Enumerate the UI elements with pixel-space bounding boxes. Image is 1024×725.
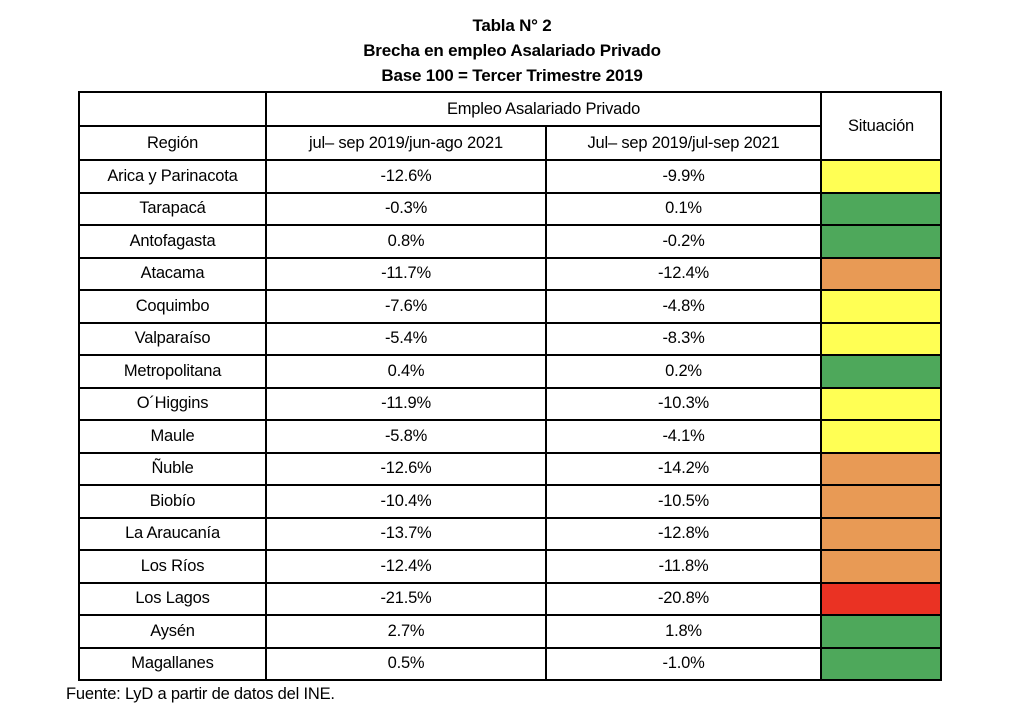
header-period-2: Jul– sep 2019/jul-sep 2021 xyxy=(545,125,822,161)
value-cell-1: -10.4% xyxy=(265,484,547,519)
value-cell-1: -11.9% xyxy=(265,386,547,421)
value-cell-1: -5.4% xyxy=(265,321,547,356)
table-row: Magallanes 0.5% -1.0% xyxy=(78,646,942,681)
situacion-cell-orange xyxy=(820,516,942,551)
value-cell-1: -0.3% xyxy=(265,191,547,226)
table-row: Aysén 2.7% 1.8% xyxy=(78,614,942,649)
situacion-cell-yellow xyxy=(820,419,942,454)
table-title-block: Tabla N° 2 Brecha en empleo Asalariado P… xyxy=(0,0,1024,88)
table-row: Biobío -10.4% -10.5% xyxy=(78,484,942,519)
value-cell-2: 0.2% xyxy=(545,354,822,389)
value-cell-1: 0.4% xyxy=(265,354,547,389)
table-row: Metropolitana 0.4% 0.2% xyxy=(78,354,942,389)
situacion-cell-red xyxy=(820,581,942,616)
region-cell: Valparaíso xyxy=(78,321,267,356)
situacion-cell-yellow xyxy=(820,386,942,421)
region-cell: La Araucanía xyxy=(78,516,267,551)
table-number-title: Tabla N° 2 xyxy=(472,16,552,35)
region-cell: O´Higgins xyxy=(78,386,267,421)
region-cell: Maule xyxy=(78,419,267,454)
value-cell-1: -11.7% xyxy=(265,256,547,291)
table-row: La Araucanía -13.7% -12.8% xyxy=(78,516,942,551)
group-header-row: Empleo Asalariado Privado Situación xyxy=(78,91,942,161)
situacion-cell-yellow xyxy=(820,321,942,356)
value-cell-1: -13.7% xyxy=(265,516,547,551)
table-head: Empleo Asalariado Privado Situación Regi… xyxy=(78,91,942,161)
value-cell-2: -8.3% xyxy=(545,321,822,356)
value-cell-2: -4.1% xyxy=(545,419,822,454)
table-subtitle: Base 100 = Tercer Trimestre 2019 xyxy=(381,66,643,85)
situacion-cell-yellow xyxy=(820,159,942,194)
value-cell-2: -10.5% xyxy=(545,484,822,519)
region-cell: Atacama xyxy=(78,256,267,291)
table-row: Los Ríos -12.4% -11.8% xyxy=(78,549,942,584)
region-cell: Aysén xyxy=(78,614,267,649)
header-situacion: Situación xyxy=(820,91,942,161)
situacion-cell-green xyxy=(820,614,942,649)
value-cell-1: -5.8% xyxy=(265,419,547,454)
situacion-cell-orange xyxy=(820,484,942,519)
table-row: Los Lagos -21.5% -20.8% xyxy=(78,581,942,616)
situacion-cell-green xyxy=(820,646,942,681)
source-note: Fuente: LyD a partir de datos del INE. xyxy=(66,685,335,703)
table-row: Valparaíso -5.4% -8.3% xyxy=(78,321,942,356)
value-cell-2: -9.9% xyxy=(545,159,822,194)
value-cell-1: 0.5% xyxy=(265,646,547,681)
situacion-cell-orange xyxy=(820,256,942,291)
value-cell-2: -4.8% xyxy=(545,289,822,324)
table-row: Tarapacá -0.3% 0.1% xyxy=(78,191,942,226)
value-cell-2: -12.4% xyxy=(545,256,822,291)
value-cell-2: 1.8% xyxy=(545,614,822,649)
situacion-cell-orange xyxy=(820,549,942,584)
table-title: Brecha en empleo Asalariado Privado xyxy=(363,41,661,60)
table-row: Arica y Parinacota -12.6% -9.9% xyxy=(78,159,942,194)
value-cell-2: -0.2% xyxy=(545,224,822,259)
header-period-1: jul– sep 2019/jun-ago 2021 xyxy=(265,125,547,161)
group-header-cell: Empleo Asalariado Privado xyxy=(265,91,822,127)
region-cell: Los Lagos xyxy=(78,581,267,616)
table-row: Ñuble -12.6% -14.2% xyxy=(78,451,942,486)
value-cell-1: -7.6% xyxy=(265,289,547,324)
region-cell: Coquimbo xyxy=(78,289,267,324)
region-cell: Magallanes xyxy=(78,646,267,681)
table-row: O´Higgins -11.9% -10.3% xyxy=(78,386,942,421)
situacion-cell-orange xyxy=(820,451,942,486)
value-cell-1: -12.6% xyxy=(265,159,547,194)
table-row: Maule -5.8% -4.1% xyxy=(78,419,942,454)
column-header-row: Región jul– sep 2019/jun-ago 2021 Jul– s… xyxy=(78,125,941,161)
table-row: Antofagasta 0.8% -0.2% xyxy=(78,224,942,259)
region-cell: Antofagasta xyxy=(78,224,267,259)
region-cell: Metropolitana xyxy=(78,354,267,389)
table-body: Arica y Parinacota -12.6% -9.9% Tarapacá… xyxy=(78,159,942,681)
corner-blank-cell xyxy=(78,91,267,127)
value-cell-2: -12.8% xyxy=(545,516,822,551)
header-region: Región xyxy=(78,125,267,161)
value-cell-2: -11.8% xyxy=(545,549,822,584)
value-cell-1: -12.4% xyxy=(265,549,547,584)
value-cell-1: 2.7% xyxy=(265,614,547,649)
region-cell: Los Ríos xyxy=(78,549,267,584)
situacion-cell-green xyxy=(820,224,942,259)
value-cell-2: -1.0% xyxy=(545,646,822,681)
value-cell-2: -10.3% xyxy=(545,386,822,421)
value-cell-1: 0.8% xyxy=(265,224,547,259)
region-cell: Tarapacá xyxy=(78,191,267,226)
value-cell-2: -20.8% xyxy=(545,581,822,616)
region-cell: Arica y Parinacota xyxy=(78,159,267,194)
region-cell: Ñuble xyxy=(78,451,267,486)
data-table: Empleo Asalariado Privado Situación Regi… xyxy=(78,91,942,681)
situacion-cell-green xyxy=(820,191,942,226)
region-cell: Biobío xyxy=(78,484,267,519)
value-cell-2: -14.2% xyxy=(545,451,822,486)
value-cell-2: 0.1% xyxy=(545,191,822,226)
table-row: Atacama -11.7% -12.4% xyxy=(78,256,942,291)
value-cell-1: -21.5% xyxy=(265,581,547,616)
situacion-cell-yellow xyxy=(820,289,942,324)
situacion-cell-green xyxy=(820,354,942,389)
table-row: Coquimbo -7.6% -4.8% xyxy=(78,289,942,324)
value-cell-1: -12.6% xyxy=(265,451,547,486)
